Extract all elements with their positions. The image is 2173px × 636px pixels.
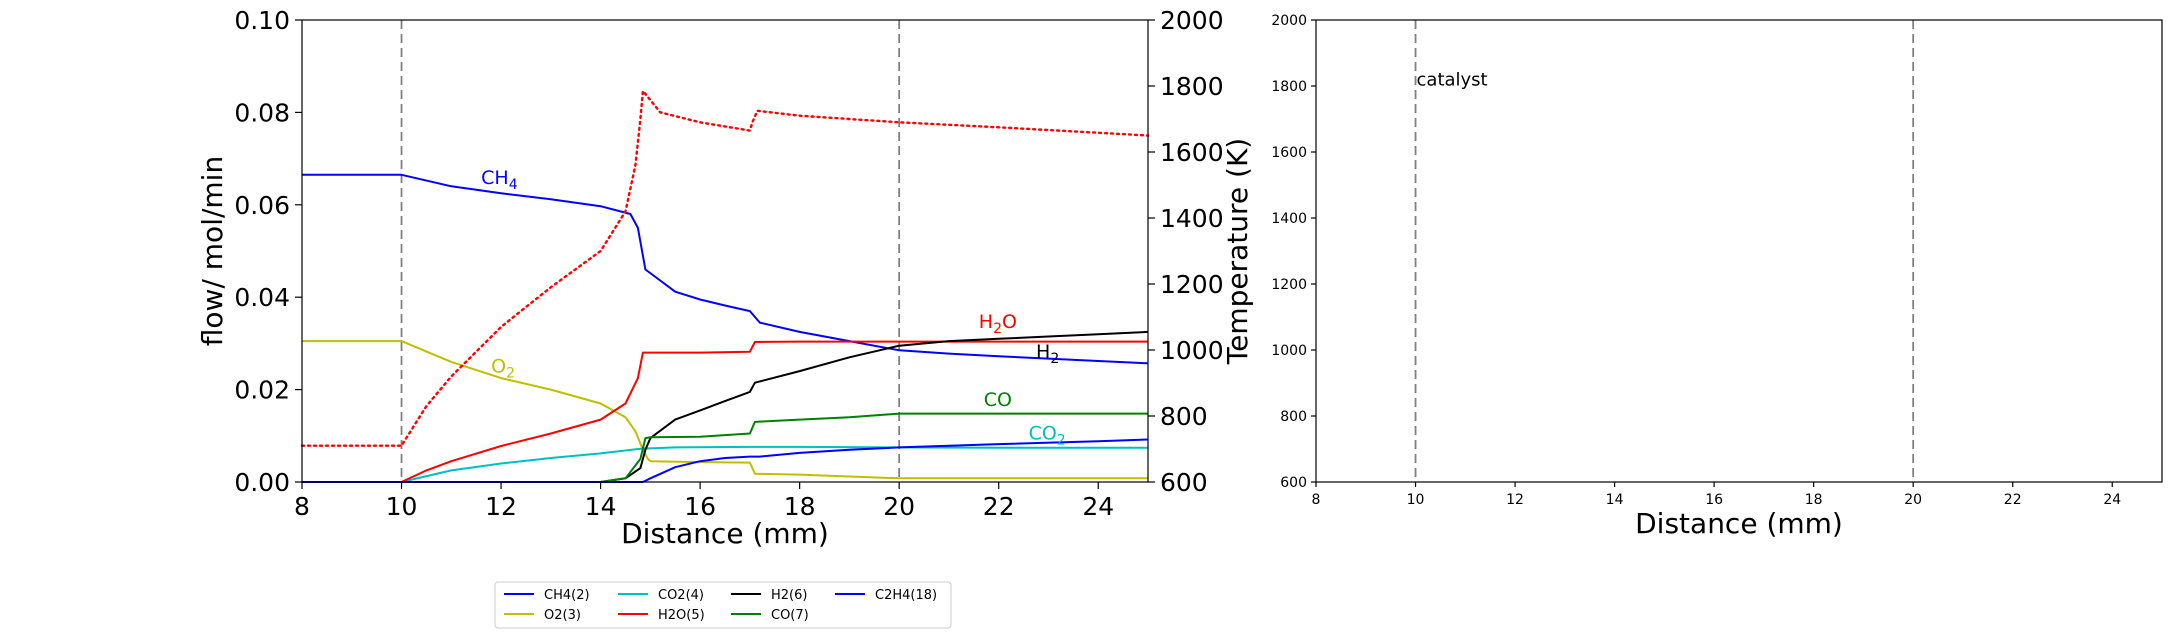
- annotation-co: CO: [984, 389, 1012, 411]
- x-tick-label: 24: [2103, 492, 2121, 508]
- y-tick-label: 1600: [1271, 145, 1307, 161]
- x-tick-label: 14: [1606, 492, 1624, 508]
- y-axis-right-label: Temperature (K): [1221, 138, 1254, 365]
- legend-item-h2o-5: H2O(5): [618, 608, 705, 623]
- x-axis-label: Distance (mm): [621, 517, 829, 550]
- y-tick-label: 2000: [1271, 13, 1307, 29]
- series-co-7: [302, 412, 1148, 483]
- x-tick-label: 10: [386, 492, 418, 521]
- legend-label: CO2(4): [658, 588, 704, 603]
- legend-item-h2-6: H2(6): [731, 588, 807, 603]
- y-right-tick-label: 1000: [1160, 336, 1224, 365]
- series-annotations: CH4 O2 H2 H2O CO CO2: [481, 167, 1066, 448]
- x-axis-label: Distance (mm): [1635, 507, 1843, 540]
- y-axis-ticks: 0.00 0.02 0.04 0.06 0.08 0.10: [234, 6, 302, 497]
- y-right-tick-label: 1200: [1160, 270, 1224, 299]
- x-tick-label: 16: [684, 492, 716, 521]
- x-tick-label: 22: [2004, 492, 2022, 508]
- y-tick-label: 1000: [1271, 343, 1307, 359]
- legend-label: C2H4(18): [875, 588, 937, 603]
- vertical-reference-lines: [400, 20, 901, 482]
- series-temperature: [300, 89, 1150, 447]
- y-tick-label: 0.02: [234, 376, 290, 405]
- x-tick-label: 20: [1904, 492, 1922, 508]
- x-tick-label: 8: [294, 492, 310, 521]
- legend-item-c2h4-18: C2H4(18): [835, 588, 937, 603]
- series-h2-6: [302, 330, 1149, 483]
- legend: CH4(2) O2(3) CO2(4) H2O(5) H2(6) CO(7) C2H4(18…: [494, 581, 952, 629]
- y-right-tick-label: 1400: [1160, 204, 1224, 233]
- x-axis-ticks: 8 10 12 14 16 18 20 22 24: [294, 482, 1114, 521]
- y-tick-label: 800: [1280, 409, 1307, 425]
- x-tick-label: 20: [883, 492, 915, 521]
- x-tick-label: 18: [1805, 492, 1823, 508]
- y-tick-label: 0.00: [234, 468, 290, 497]
- chart-right: 8 10 12 14 16 18 20 22 24 600 800 1000 1200 1400 1600…: [1271, 13, 2163, 540]
- legend-item-co-7: CO(7): [731, 608, 809, 623]
- legend-label: H2(6): [771, 588, 807, 603]
- x-tick-label: 12: [485, 492, 517, 521]
- legend-label: O2(3): [544, 608, 581, 623]
- annotation-ch4: CH4: [481, 167, 518, 193]
- legend-item-co2-4: CO2(4): [618, 588, 704, 603]
- legend-label: CH4(2): [544, 588, 590, 603]
- series-lines: [300, 89, 1150, 483]
- x-tick-label: 8: [1312, 492, 1321, 508]
- x-tick-label: 24: [1082, 492, 1114, 521]
- legend-item-ch4-2: CH4(2): [504, 588, 590, 603]
- x-tick-label: 22: [983, 492, 1015, 521]
- legend-label: H2O(5): [658, 608, 705, 623]
- y-tick-label: 0.06: [234, 191, 290, 220]
- x-tick-label: 10: [1407, 492, 1425, 508]
- vertical-reference-lines: [1414, 20, 1915, 482]
- y-tick-label: 0.04: [234, 283, 290, 312]
- y-axis-right-ticks: 600 800 1000 1200 1400 1600 1800 2000: [1148, 6, 1224, 497]
- x-tick-label: 16: [1705, 492, 1723, 508]
- series-co2-4: [302, 445, 1148, 483]
- x-tick-label: 14: [585, 492, 617, 521]
- y-axis-ticks: 600 800 1000 1200 1400 1600 1800 2000: [1271, 13, 1316, 491]
- legend-item-o2-3: O2(3): [504, 608, 581, 623]
- y-right-tick-label: 2000: [1160, 6, 1224, 35]
- y-axis-label: flow/ mol/min: [196, 156, 229, 346]
- y-tick-label: 0.10: [234, 6, 290, 35]
- series-ch4-2: [302, 173, 1149, 365]
- catalyst-annotation: catalyst: [1417, 69, 1488, 90]
- y-right-tick-label: 1800: [1160, 72, 1224, 101]
- y-right-tick-label: 1600: [1160, 138, 1224, 167]
- annotation-o2: O2: [491, 356, 515, 382]
- annotation-co2: CO2: [1029, 422, 1066, 448]
- x-axis-ticks: 8 10 12 14 16 18 20 22 24: [1312, 482, 2121, 508]
- annotation-h2o: H2O: [979, 311, 1017, 337]
- y-tick-label: 600: [1280, 475, 1307, 491]
- series-h2o-5: [302, 340, 1148, 483]
- chart-left: 8 10 12 14 16 18 20 22 24 0.000.020.040.060.080.…: [196, 6, 1254, 550]
- plot-frame-right: [1315, 19, 2163, 483]
- x-tick-label: 12: [1506, 492, 1524, 508]
- y-tick-label: 0.08: [234, 98, 290, 127]
- y-tick-label: 1200: [1271, 277, 1307, 293]
- y-tick-label: 1800: [1271, 79, 1307, 95]
- plot-frame-left: [301, 19, 1149, 483]
- y-tick-label: 1400: [1271, 211, 1307, 227]
- annotation-h2: H2: [1036, 341, 1059, 367]
- series-c2h4-18: [302, 438, 1149, 483]
- y-right-tick-label: 800: [1160, 402, 1208, 431]
- series-o2-3: [302, 340, 1148, 480]
- y-right-tick-label: 600: [1160, 468, 1208, 497]
- x-tick-label: 18: [784, 492, 816, 521]
- legend-label: CO(7): [771, 608, 809, 623]
